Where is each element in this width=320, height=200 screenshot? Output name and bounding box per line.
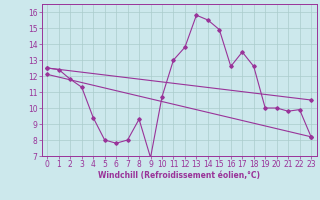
X-axis label: Windchill (Refroidissement éolien,°C): Windchill (Refroidissement éolien,°C) [98, 171, 260, 180]
